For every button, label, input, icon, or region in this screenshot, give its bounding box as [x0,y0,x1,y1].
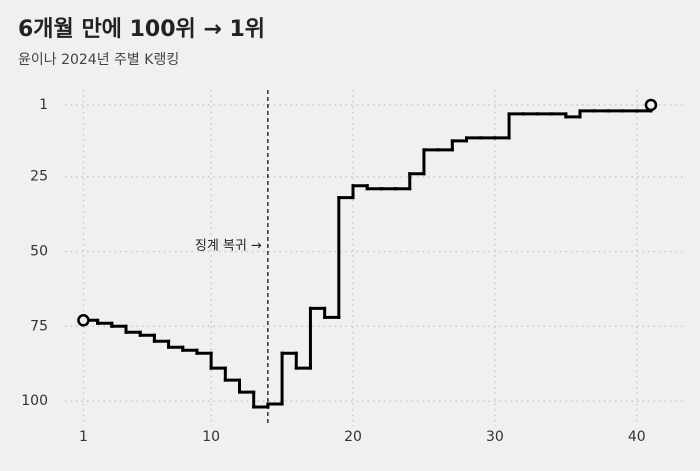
endpoint-marker [77,314,90,327]
annotation-text: 징계 복귀 → [195,239,262,254]
y-tick-label: 25 [30,169,48,185]
x-tick-label: 20 [344,429,362,445]
y-tick-label: 1 [39,97,48,113]
endpoint-marker [644,98,658,112]
y-tick-label: 75 [30,318,48,334]
chart-title: 6개월 만에 100위 → 1위 [18,17,265,42]
y-tick-label: 100 [21,393,48,409]
chart-subtitle: 윤이나 2024년 주별 K랭킹 [18,52,179,68]
y-tick-label: 50 [30,244,48,260]
x-tick-label: 10 [202,429,220,445]
x-tick-label: 30 [486,429,504,445]
x-tick-label: 1 [79,429,88,445]
x-tick-label: 40 [628,429,646,445]
